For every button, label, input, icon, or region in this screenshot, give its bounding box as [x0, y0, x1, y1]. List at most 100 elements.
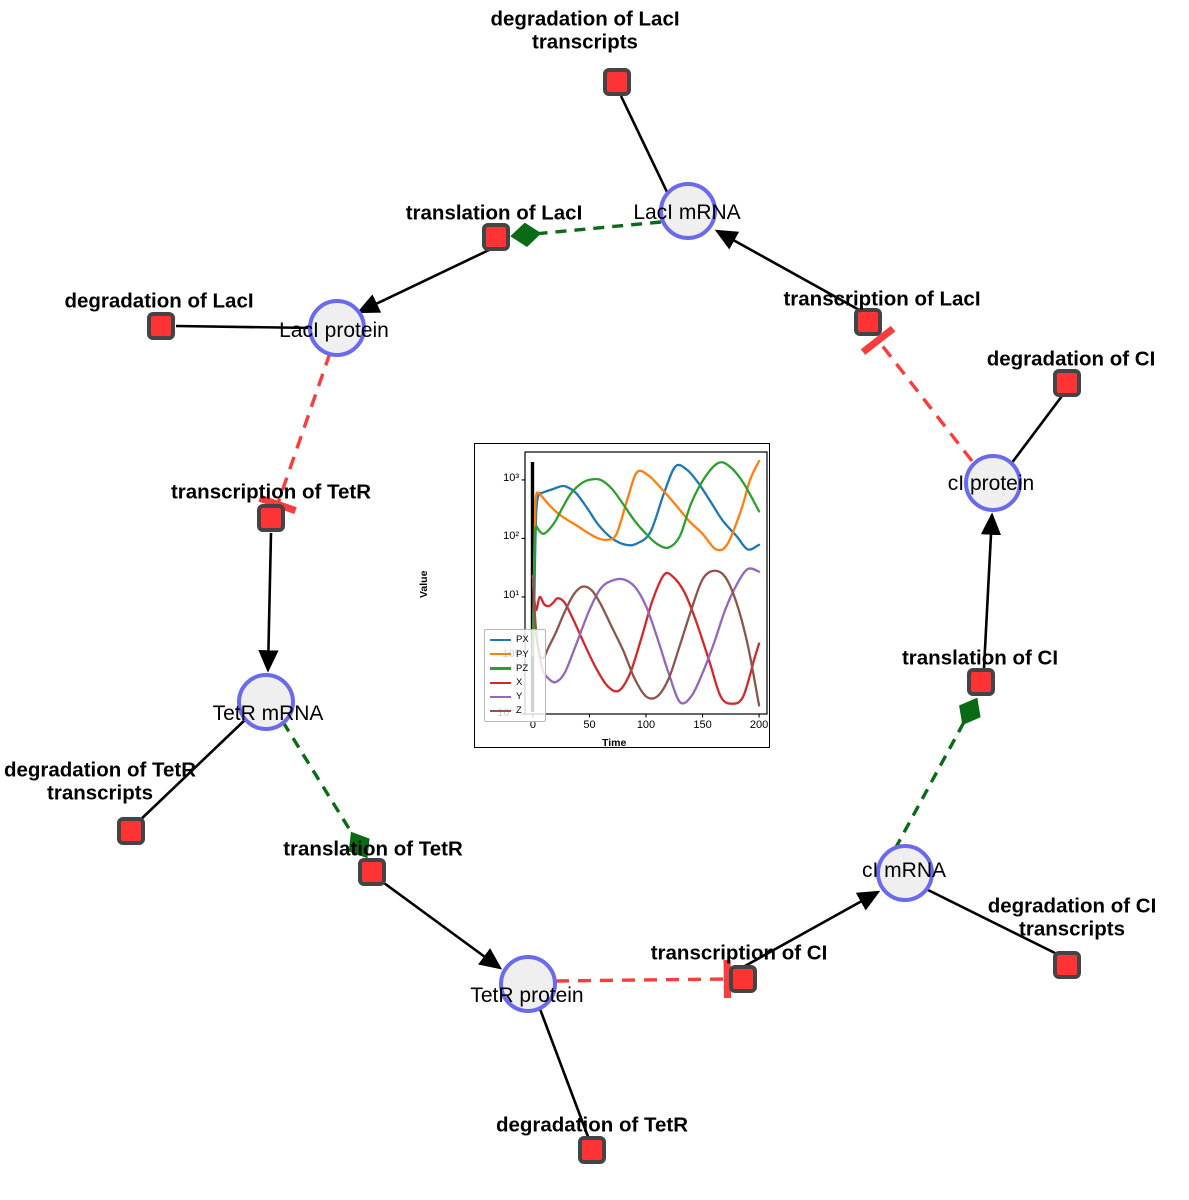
legend-swatch	[490, 695, 511, 698]
reaction-node-deg-lacI[interactable]	[147, 312, 175, 340]
reaction-node-transcription-lacI[interactable]	[854, 308, 882, 336]
reaction-node-deg-cI[interactable]	[1053, 369, 1081, 397]
plot-series-Z	[531, 569, 761, 707]
x-tick-label: 0	[529, 719, 536, 731]
reaction-label-line1: degradation of LacI	[490, 7, 680, 31]
legend-label: Z	[516, 705, 522, 717]
species-node-tetR-mrna[interactable]	[237, 673, 295, 731]
reaction-label-deg-lacI: degradation of LacI	[64, 289, 254, 313]
edge-lacI-protein-to-degradation	[175, 324, 315, 330]
edge-translation-cI-to-cI-protein	[980, 512, 1002, 669]
reaction-node-translation-cI[interactable]	[967, 668, 995, 696]
legend-label: Y	[516, 691, 523, 703]
reaction-label-line2: transcripts	[532, 31, 638, 54]
y-tick-label: 10¹	[503, 588, 519, 601]
reaction-node-translation-lacI[interactable]	[482, 223, 510, 251]
x-tick-label: 150	[693, 719, 712, 731]
legend-swatch	[490, 653, 511, 656]
reaction-label-deg-tetR: degradation of TetR	[495, 1113, 689, 1137]
species-node-cI-mrna[interactable]	[876, 844, 934, 902]
plot-curves	[531, 459, 761, 707]
species-label-tetR-mrna: TetR mRNA	[212, 702, 324, 725]
reaction-label-line2: transcripts	[1019, 918, 1125, 941]
species-node-lacI-protein[interactable]	[308, 299, 366, 357]
legend-item-PX: PX	[488, 633, 542, 647]
edge-translation-tetR-to-tetR-protein	[383, 881, 503, 970]
species-node-cI-protein[interactable]	[964, 454, 1022, 512]
reaction-label-line1: degradation of CI	[987, 894, 1157, 918]
edge-inhibition-tetR-protein-to-transcription-cI	[555, 959, 732, 999]
legend-swatch	[490, 638, 511, 642]
reaction-label-translation-tetR: translation of TetR	[283, 837, 463, 861]
plot-legend: PX PY PZ X Y Z	[484, 629, 546, 722]
edge-transcription-tetR-to-tetR-mrna	[258, 532, 279, 673]
edge-lacI-mrna-to-degradation	[619, 95, 669, 193]
reaction-node-transcription-cI[interactable]	[729, 965, 757, 993]
edge-tetR-mrna-to-degradation	[136, 717, 248, 824]
reaction-label-deg-cI: degradation of CI	[986, 347, 1156, 371]
legend-swatch	[490, 667, 511, 670]
legend-label: X	[516, 676, 523, 688]
reaction-node-transcription-tetR[interactable]	[257, 504, 285, 532]
plot-series-X	[531, 571, 761, 705]
legend-item-PY: PY	[488, 647, 542, 661]
edge-translation-lacI-to-lacI-protein	[356, 248, 490, 314]
reaction-label-deg-cI-transcripts: degradation of CI transcripts	[988, 895, 1157, 942]
x-tick-label: 100	[636, 719, 656, 731]
species-node-lacI-mrna[interactable]	[659, 182, 717, 240]
plot-series-PZ	[531, 461, 761, 657]
species-label-lacI-protein: LacI protein	[279, 319, 389, 342]
edge-catalysis-cI-mrna-to-translation-cI	[893, 697, 981, 850]
edge-transcription-cI-to-cI-mrna	[735, 890, 881, 973]
plot-series-Y	[531, 567, 761, 705]
reaction-label-translation-lacI: translation of LacI	[405, 201, 583, 225]
species-label-cI-mrna: cI mRNA	[862, 859, 946, 882]
plot-axes-frame	[524, 451, 768, 715]
inset-plot-axes	[521, 451, 768, 718]
plot-series-PY	[531, 459, 761, 657]
reaction-label-transcription-tetR: transcription of TetR	[170, 480, 372, 504]
legend-item-Z: Z	[488, 704, 542, 718]
edge-group-catalysis	[281, 220, 981, 859]
legend-item-Y: Y	[488, 690, 542, 704]
species-label-cI-protein: cI protein	[947, 472, 1035, 495]
reaction-node-deg-cI-transcripts[interactable]	[1053, 951, 1081, 979]
legend-item-PZ: PZ	[488, 661, 542, 675]
edge-inhibition-cI-protein-to-transcription-lacI	[860, 325, 974, 463]
edge-catalysis-lacI-mrna-to-translation-lacI	[510, 220, 662, 247]
legend-item-X: X	[488, 676, 542, 690]
reaction-node-deg-tetR[interactable]	[578, 1136, 606, 1164]
x-tick-label: 200	[749, 719, 769, 731]
y-tick-label: 10³	[503, 471, 519, 484]
reaction-node-deg-tetR-transcripts[interactable]	[117, 817, 145, 845]
plot-xlabel: Time	[602, 737, 627, 749]
edge-inhibition-lacI-protein-to-transcription-tetR	[258, 352, 332, 514]
species-nodes-layer	[237, 182, 1022, 1013]
edge-cI-mrna-to-degradation	[923, 886, 1064, 959]
plot-ylabel: Value	[418, 570, 430, 598]
species-label-tetR-protein: TetR protein	[470, 984, 584, 1007]
legend-swatch	[490, 681, 511, 684]
legend-swatch	[490, 709, 511, 713]
reaction-label-line2: transcripts	[47, 782, 153, 805]
x-tick-label: 50	[583, 719, 596, 731]
reaction-node-translation-tetR[interactable]	[358, 858, 386, 886]
reaction-label-transcription-cI: transcription of CI	[650, 941, 828, 965]
reaction-label-deg-lacI-transcripts: degradation of LacI transcripts	[490, 8, 679, 55]
edge-group-solid	[136, 95, 1064, 1143]
plot-series-PX	[531, 463, 761, 657]
edge-group-inhibition	[258, 325, 974, 999]
reaction-label-deg-tetR-transcripts: degradation of TetR transcripts	[4, 759, 196, 806]
reaction-nodes-layer	[117, 68, 1081, 1164]
edge-tetR-protein-to-degradation	[538, 1008, 592, 1143]
reaction-label-line1: degradation of TetR	[3, 758, 197, 782]
reaction-label-transcription-lacI: transcription of LacI	[783, 287, 981, 311]
edge-transcription-lacI-to-lacI-mrna	[714, 229, 862, 313]
reaction-node-deg-lacI-transcripts[interactable]	[603, 68, 631, 96]
legend-label: PX	[516, 634, 529, 646]
species-node-tetR-protein[interactable]	[499, 955, 557, 1013]
species-label-lacI-mrna: LacI mRNA	[633, 201, 741, 224]
y-tick-label: 10²	[503, 530, 519, 543]
reaction-label-translation-cI: translation of CI	[901, 646, 1059, 670]
